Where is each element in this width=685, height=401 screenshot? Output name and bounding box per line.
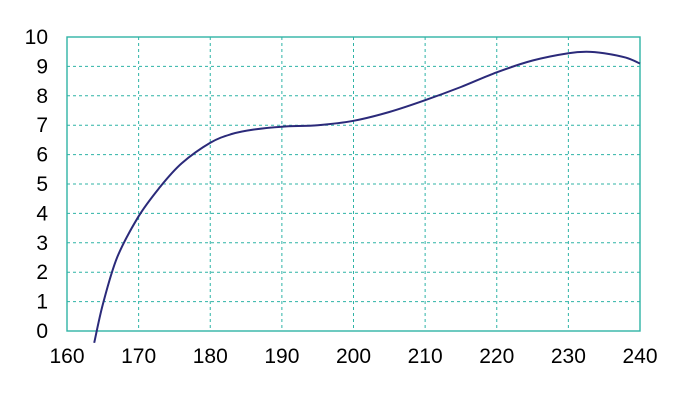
x-tick-label: 210	[408, 345, 443, 368]
y-tick-label: 1	[36, 291, 48, 314]
plot-frame	[66, 36, 641, 332]
grid	[67, 37, 640, 331]
y-tick-label: 3	[36, 232, 48, 255]
y-tick-label: 8	[36, 85, 48, 108]
y-tick-label: 2	[36, 261, 48, 284]
x-tick-label: 220	[479, 345, 514, 368]
x-tick-label: 200	[336, 345, 371, 368]
x-axis-ticks: 160 170 180 190 200 210 220 230 240	[49, 345, 657, 368]
x-tick-label: 190	[264, 345, 299, 368]
x-tick-label: 230	[551, 345, 586, 368]
x-tick-label: 160	[49, 345, 84, 368]
x-tick-label: 170	[121, 345, 156, 368]
y-tick-label: 5	[36, 173, 48, 196]
y-tick-label: 7	[36, 114, 48, 137]
x-tick-label: 240	[622, 345, 657, 368]
y-tick-label: 10	[25, 26, 48, 49]
series-line	[93, 50, 641, 344]
y-tick-label: 4	[36, 202, 48, 225]
y-tick-label: 9	[36, 55, 48, 78]
y-tick-label: 0	[36, 320, 48, 343]
y-tick-label: 6	[36, 144, 48, 167]
y-axis-ticks: 0 1 2 3 4 5 6 7 8 9 10	[25, 26, 49, 343]
x-tick-label: 180	[193, 345, 228, 368]
